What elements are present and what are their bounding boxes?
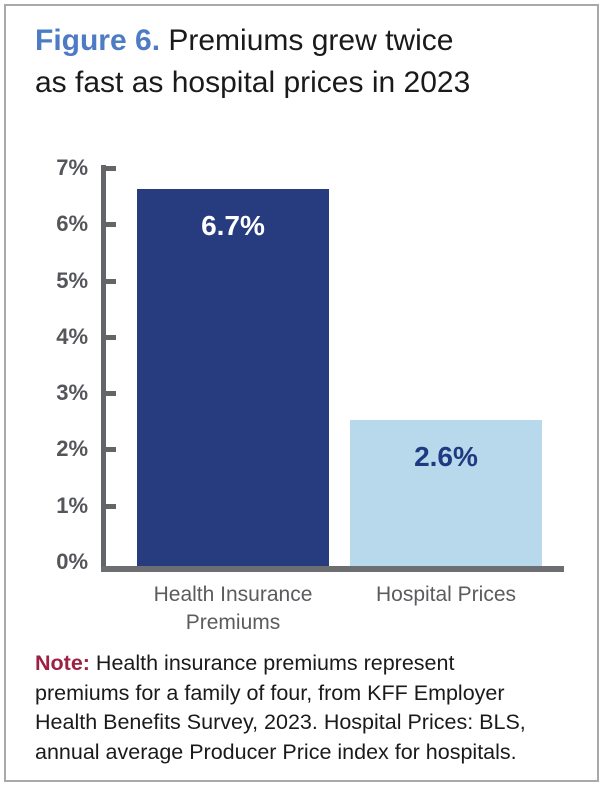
y-axis-tick [106, 447, 116, 452]
note-text-line4: annual average Producer Price index for … [35, 739, 517, 764]
bar-value-label: 2.6% [414, 441, 478, 472]
x-axis-line [101, 566, 564, 572]
bar-hospital-prices: 2.6% [350, 420, 542, 566]
y-axis-tick-label-6pct: 6% [56, 211, 88, 236]
note: Note: Health insurance premiums represen… [35, 649, 583, 767]
y-axis-tick-label-7pct: 7% [56, 155, 88, 180]
note-label: Note: [35, 651, 90, 675]
y-axis-tick-label-5pct: 5% [56, 268, 88, 293]
y-axis-tick-label-0pct: 0% [56, 549, 88, 574]
y-axis-line [101, 165, 106, 572]
note-text-line3: Health Benefits Survey, 2023. Hospital P… [35, 710, 526, 734]
bar-health-insurance-premiums: 6.7% [137, 189, 329, 566]
y-axis-tick-label-3pct: 3% [56, 380, 88, 405]
figure-title: Figure 6. Premiums grew twice as fast as … [35, 20, 580, 104]
note-line: Note: Health insurance premiums represen… [35, 649, 583, 679]
y-axis-tick-label-1pct: 1% [56, 493, 88, 518]
note-text-line1: Health insurance premiums represent [95, 651, 455, 675]
bar-chart: 0% 1% 2% 3% 4% 5% 6% 7% 6.7% Health Insurance Pre… [56, 155, 564, 634]
y-axis-tick [106, 279, 116, 284]
figure-title-line2: as fast as hospital prices in 2023 [35, 66, 471, 99]
bar-value-label: 6.7% [201, 210, 265, 241]
y-axis-tick [106, 335, 116, 340]
y-axis-tick [106, 391, 116, 396]
x-axis-label-hospital-prices: Hospital Prices [375, 583, 517, 606]
figure-title-line1: Premiums grew twice [168, 24, 454, 57]
note-text-line2: premiums for a family of four, from KFF … [35, 680, 505, 705]
y-axis-tick [106, 222, 116, 227]
y-axis-tick [106, 166, 116, 171]
figure-number-label: Figure 6. [35, 24, 161, 57]
y-axis-tick-label-4pct: 4% [56, 324, 88, 349]
x-axis-label-health-insurance-premiums: Health Insurance Premiums [153, 583, 313, 634]
y-axis-tick [106, 504, 116, 509]
y-axis-tick-label-2pct: 2% [56, 436, 88, 461]
